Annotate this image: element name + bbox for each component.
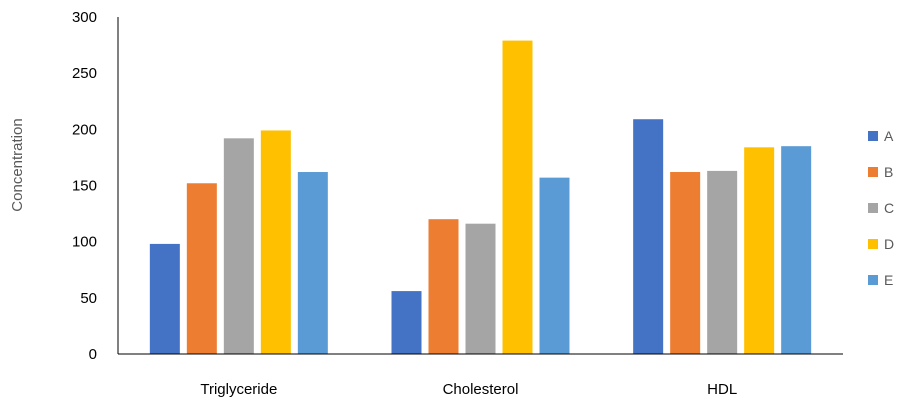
bar-triglyceride-c — [223, 138, 254, 354]
bar-triglyceride-d — [260, 130, 291, 354]
legend: A B C D E — [868, 128, 894, 288]
bar-hdl-d — [744, 147, 775, 354]
bar-cholesterol-d — [502, 40, 533, 355]
legend-label-e: E — [884, 272, 893, 288]
y-axis-label: Concentration — [9, 118, 26, 211]
x-tick-label: Cholesterol — [443, 381, 519, 398]
y-tick-label: 100 — [72, 234, 97, 251]
legend-swatch-b — [868, 167, 878, 177]
legend-swatch-c — [868, 203, 878, 213]
y-axis-ticks: 0 50 100 150 200 250 300 — [72, 9, 97, 363]
legend-swatch-d — [868, 239, 878, 249]
bar-hdl-b — [670, 172, 701, 354]
y-tick-label: 150 — [72, 178, 97, 195]
bar-cholesterol-e — [539, 177, 570, 354]
legend-label-c: C — [884, 200, 894, 216]
y-tick-label: 0 — [89, 346, 97, 363]
legend-label-b: B — [884, 164, 893, 180]
x-tick-label: Triglyceride — [200, 381, 277, 398]
bar-triglyceride-e — [297, 172, 328, 354]
bar-hdl-c — [707, 170, 738, 354]
legend-swatch-e — [868, 275, 878, 285]
bar-cholesterol-a — [391, 291, 422, 354]
bars-group — [149, 40, 812, 355]
bar-triglyceride-b — [186, 183, 217, 354]
legend-swatch-a — [868, 131, 878, 141]
bar-hdl-e — [781, 146, 812, 354]
y-tick-label: 250 — [72, 65, 97, 82]
x-axis-labels: Triglyceride Cholesterol HDL — [200, 381, 737, 398]
y-tick-label: 200 — [72, 121, 97, 138]
bar-triglyceride-a — [149, 243, 180, 354]
bar-hdl-a — [633, 119, 664, 355]
y-tick-label: 300 — [72, 9, 97, 26]
legend-label-d: D — [884, 236, 894, 252]
y-tick-label: 50 — [80, 290, 97, 307]
legend-label-a: A — [884, 128, 894, 144]
x-tick-label: HDL — [707, 381, 737, 398]
bar-cholesterol-b — [428, 219, 459, 354]
bar-cholesterol-c — [465, 223, 496, 354]
